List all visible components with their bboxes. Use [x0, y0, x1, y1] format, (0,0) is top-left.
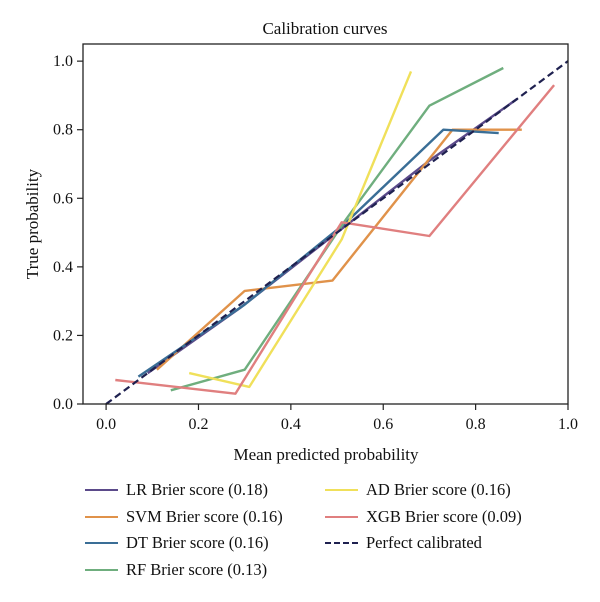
x-axis-label: Mean predicted probability — [233, 445, 419, 464]
legend-label-lr: LR Brier score (0.18) — [126, 480, 269, 500]
legend-swatch-svm — [85, 515, 118, 518]
series-line-dt — [137, 128, 499, 378]
axes: 0.0 0.2 0.4 0.6 0.8 1.0 0.0 0.2 0.4 0.6 0.8 1.0 — [53, 53, 578, 433]
legend-column-left: LR Brier score (0.18) SVM Brier score (0… — [85, 477, 283, 583]
legend-item-rf: RF Brier score (0.13) — [85, 557, 283, 584]
legend-item-xgb: XGB Brier score (0.09) — [325, 504, 522, 531]
y-tick-label: 1.0 — [53, 53, 73, 70]
legend-label-svm: SVM Brier score (0.16) — [126, 506, 283, 526]
legend-item-svm: SVM Brier score (0.16) — [85, 504, 283, 531]
legend: LR Brier score (0.18) SVM Brier score (0… — [85, 477, 555, 587]
legend-swatch-dt — [85, 542, 118, 545]
legend-label-rf: RF Brier score (0.13) — [126, 559, 268, 579]
y-tick-label: 0.2 — [53, 327, 73, 344]
series-line-ad — [188, 70, 413, 389]
legend-item-perfect: Perfect calibrated — [325, 530, 522, 557]
x-tick-label: 0.8 — [466, 416, 486, 433]
legend-column-right: AD Brier score (0.16) XGB Brier score (0… — [325, 477, 522, 557]
series-line-svm — [156, 128, 522, 371]
x-tick-label: 0.6 — [373, 416, 393, 433]
x-tick-label: 0.2 — [188, 416, 208, 433]
legend-item-dt: DT Brier score (0.16) — [85, 530, 283, 557]
plot-series — [105, 60, 569, 405]
legend-label-perfect: Perfect calibrated — [366, 533, 482, 553]
series-line-rf — [170, 66, 504, 392]
legend-item-ad: AD Brier score (0.16) — [325, 477, 522, 504]
x-tick-label: 0.4 — [281, 416, 301, 433]
x-tick-label: 1.0 — [558, 416, 578, 433]
legend-swatch-xgb — [325, 515, 358, 518]
legend-swatch-rf — [85, 568, 118, 571]
x-tick-label: 0.0 — [96, 416, 116, 433]
legend-swatch-lr — [85, 489, 118, 492]
legend-item-lr: LR Brier score (0.18) — [85, 477, 283, 504]
chart-title: Calibration curves — [262, 19, 387, 38]
y-tick-label: 0.8 — [53, 122, 73, 139]
legend-swatch-ad — [325, 489, 358, 492]
series-line-perfect — [105, 60, 569, 405]
y-axis-label: True probability — [23, 168, 42, 279]
legend-label-ad: AD Brier score (0.16) — [366, 480, 511, 500]
plot-frame — [82, 43, 569, 405]
series-line-xgb — [115, 84, 556, 395]
legend-label-dt: DT Brier score (0.16) — [126, 533, 269, 553]
y-tick-label: 0.0 — [53, 396, 73, 413]
y-tick-label: 0.4 — [53, 259, 73, 276]
legend-swatch-perfect — [325, 542, 358, 545]
legend-label-xgb: XGB Brier score (0.09) — [366, 506, 522, 526]
y-tick-label: 0.6 — [53, 190, 73, 207]
